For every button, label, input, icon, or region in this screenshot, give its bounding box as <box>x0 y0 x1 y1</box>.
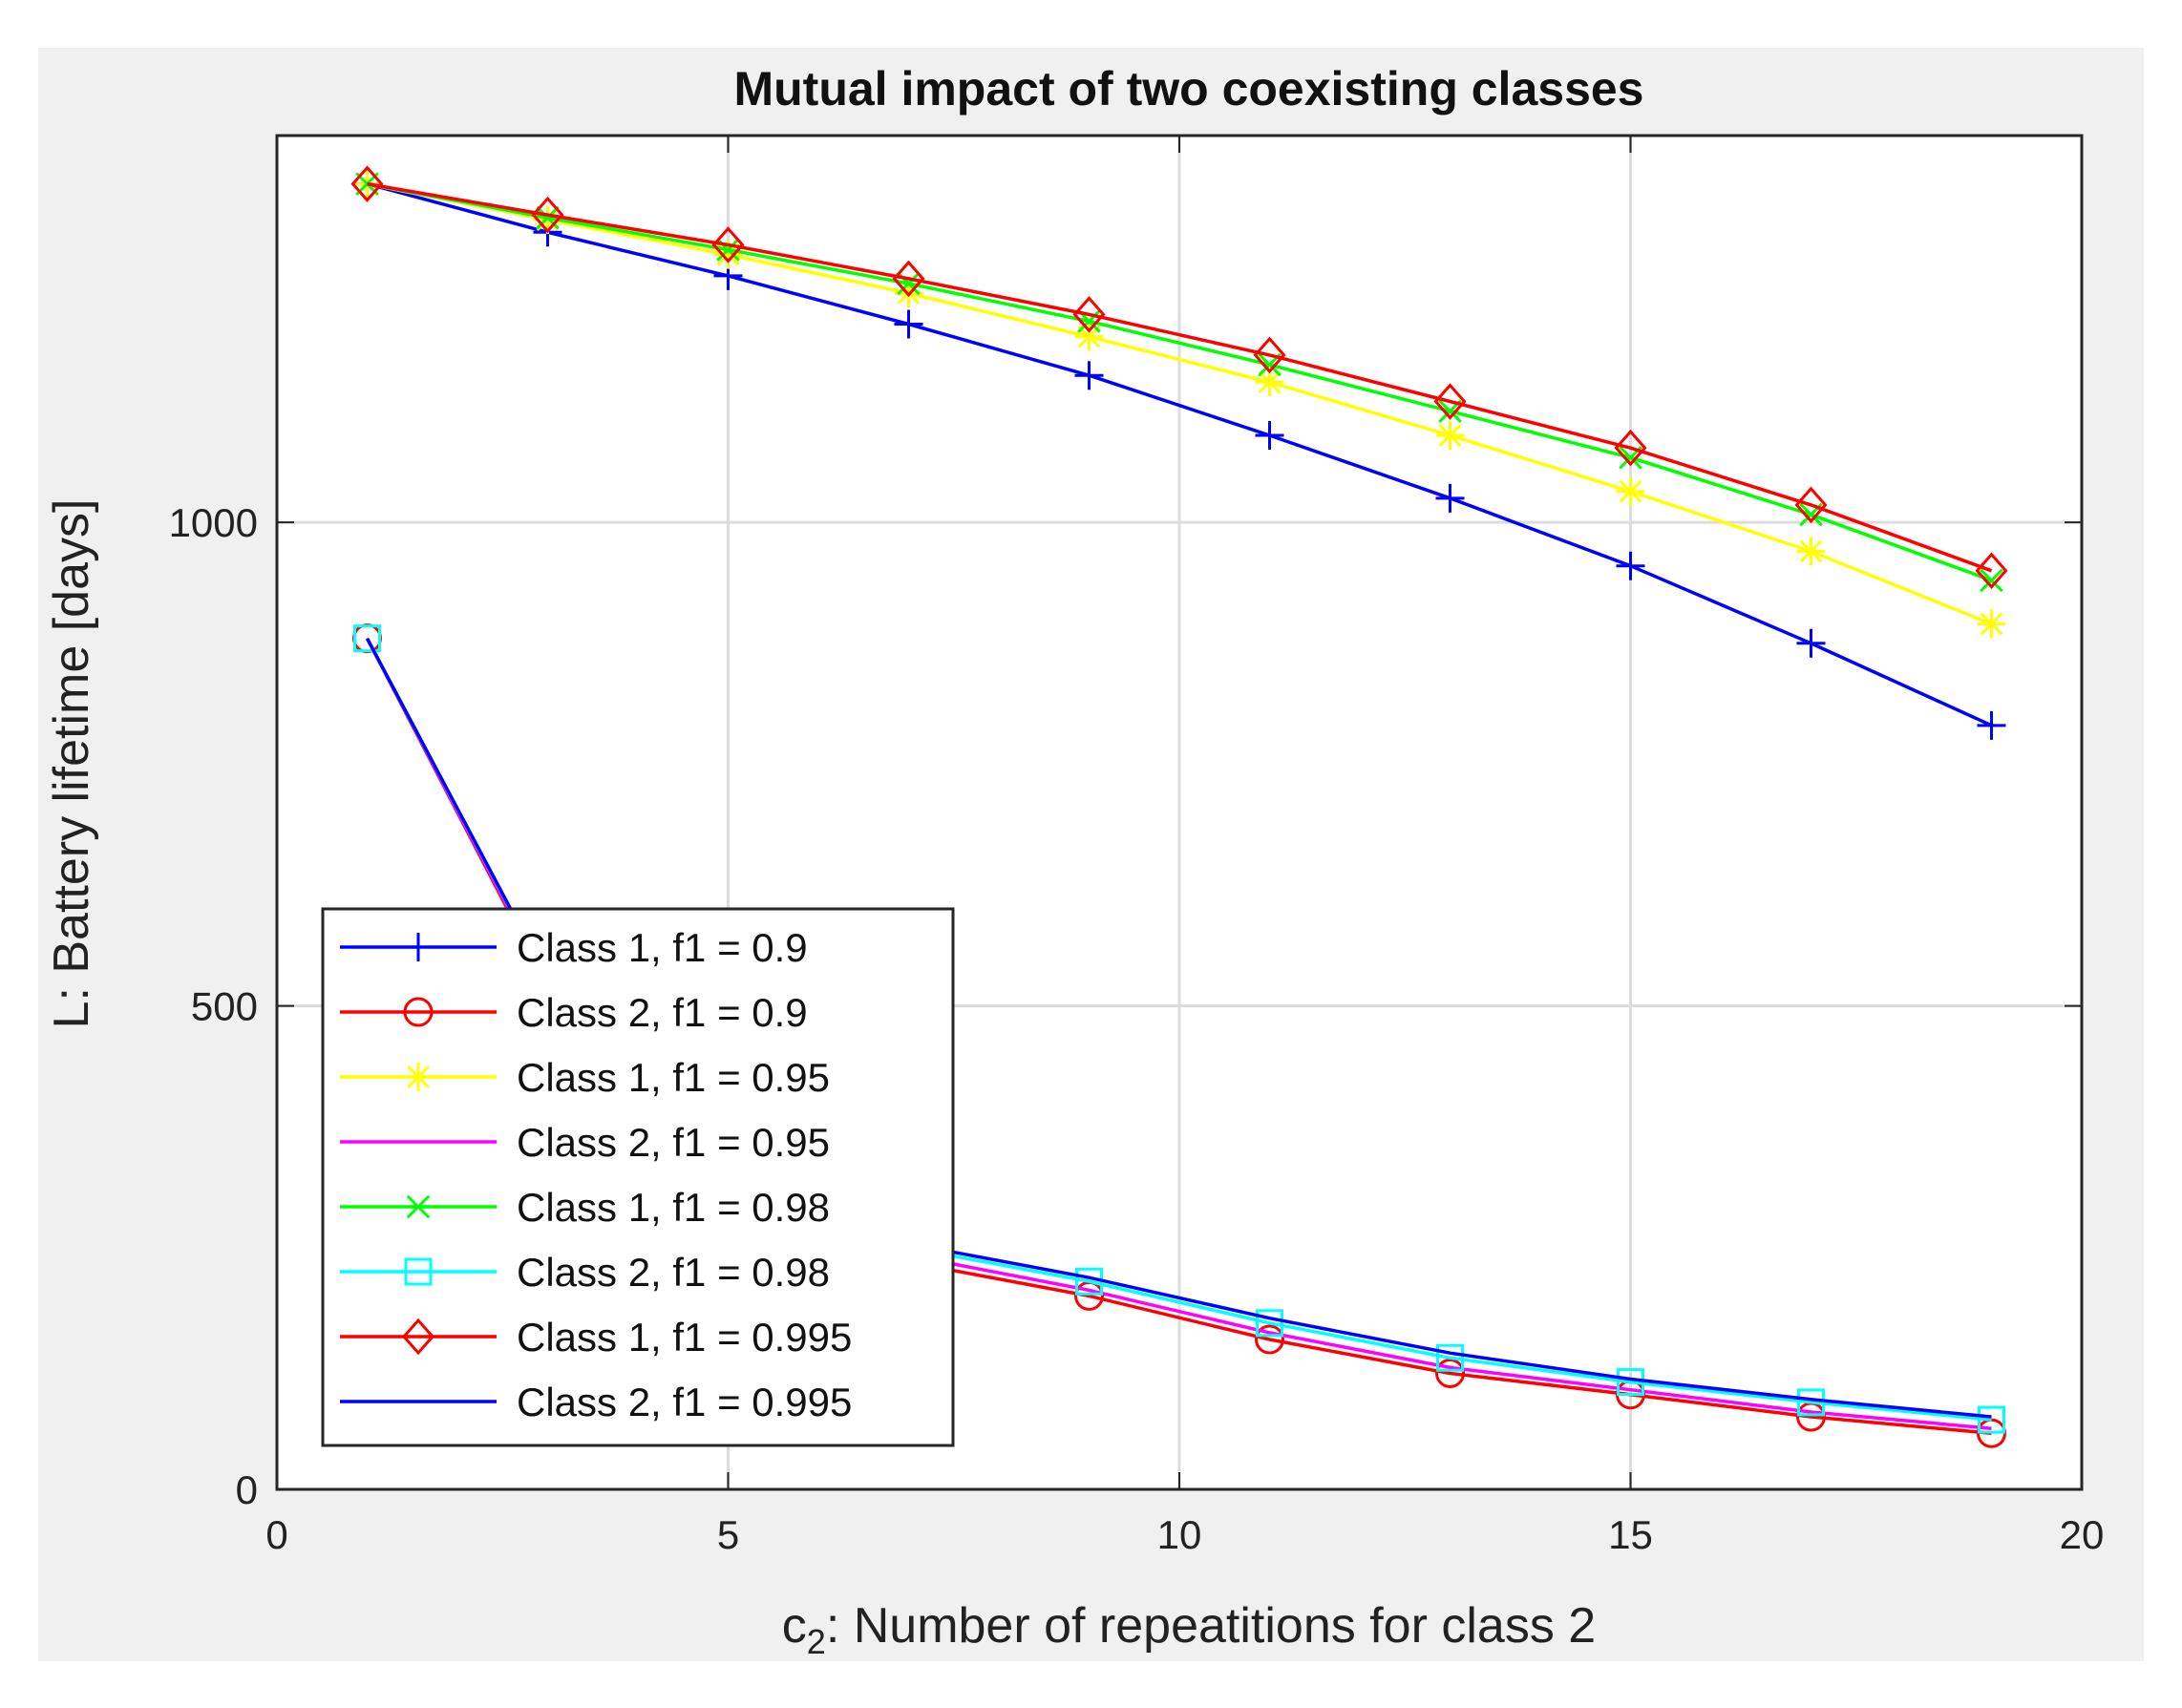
data-point <box>1436 1343 1464 1372</box>
legend-item: Class 1, f1 = 0.9 <box>340 925 808 970</box>
data-point <box>1255 420 1284 450</box>
data-point <box>1797 1388 1825 1417</box>
axes-frame <box>275 134 2084 1491</box>
data-point <box>350 165 384 202</box>
data-point <box>1796 537 1826 566</box>
data-point <box>531 196 564 234</box>
legend-item: Class 2, f1 = 0.995 <box>340 1380 852 1424</box>
legend-item: Class 1, f1 = 0.995 <box>340 1315 852 1360</box>
series-line <box>367 181 1993 727</box>
data-point <box>1794 486 1828 524</box>
data-point <box>353 624 381 653</box>
legend-item: Class 2, f1 = 0.98 <box>340 1250 830 1295</box>
legend-label: Class 1, f1 = 0.995 <box>517 1315 852 1360</box>
legend-box <box>321 907 955 1447</box>
x-axis-label: c2: Number of repeatitions for class 2 <box>782 1598 1596 1661</box>
legend-label: Class 2, f1 = 0.98 <box>517 1250 830 1295</box>
y-tick-label: 1000 <box>169 500 258 545</box>
x-tick-label: 0 <box>265 1512 287 1557</box>
data-point <box>1977 609 2006 639</box>
legend-label: Class 1, f1 = 0.95 <box>517 1055 830 1100</box>
legend-marker <box>401 1318 435 1356</box>
data-point <box>1978 1405 2005 1434</box>
plot-area: 0 5 10 15 20 0 500 1000 Class 1, f1 = 0.9 Class 2… <box>169 134 2105 1557</box>
series-line <box>367 181 1993 573</box>
chart-title: Mutual impact of two coexisting classes <box>733 62 1643 116</box>
legend-marker <box>404 933 433 961</box>
data-point <box>892 260 925 298</box>
data-point <box>711 226 745 264</box>
series-line <box>367 181 1993 626</box>
x-tick-label: 10 <box>1157 1512 1202 1557</box>
data-point <box>1072 296 1106 333</box>
x-tick-label: 5 <box>717 1512 739 1557</box>
legend-marker <box>406 1194 431 1219</box>
y-tick-label: 0 <box>236 1467 258 1512</box>
data-point <box>713 240 743 269</box>
data-point <box>1253 336 1286 374</box>
data-point <box>1616 476 1645 506</box>
y-axis-label: L: Battery lifetime [days] <box>44 499 99 1029</box>
series-line <box>367 181 1993 582</box>
data-point <box>1255 368 1284 397</box>
data-point <box>1975 552 2008 590</box>
legend-label: Class 2, f1 = 0.95 <box>517 1120 830 1165</box>
data-point <box>1980 568 2003 593</box>
x-tick-label: 20 <box>2060 1512 2105 1557</box>
data-point <box>894 309 923 339</box>
x-tick-label: 15 <box>1608 1512 1653 1557</box>
legend-item: Class 2, f1 = 0.95 <box>340 1120 830 1165</box>
legend-marker <box>404 1257 433 1286</box>
data-point <box>1074 361 1104 390</box>
data-point <box>1616 551 1645 580</box>
y-tick-label: 500 <box>191 984 258 1029</box>
data-point <box>1256 1309 1283 1338</box>
legend-item: Class 2, f1 = 0.9 <box>340 990 808 1035</box>
data-point <box>1796 628 1826 658</box>
data-point <box>1435 483 1465 513</box>
legend-marker <box>404 1063 433 1091</box>
data-point <box>1435 1358 1465 1388</box>
legend-item: Class 1, f1 = 0.95 <box>340 1055 830 1100</box>
data-point <box>1614 429 1647 467</box>
data-point <box>1977 710 2006 740</box>
legend-marker <box>403 997 434 1027</box>
legend-label: Class 2, f1 = 0.9 <box>517 990 808 1035</box>
data-point <box>1255 1324 1284 1355</box>
data-point <box>1074 322 1104 351</box>
legend-item: Class 1, f1 = 0.98 <box>340 1185 830 1230</box>
legend-label: Class 2, f1 = 0.995 <box>517 1380 852 1424</box>
legend-label: Class 1, f1 = 0.98 <box>517 1185 830 1230</box>
data-point <box>1433 383 1467 420</box>
data-point <box>1435 420 1465 450</box>
series-1 <box>352 169 2006 740</box>
legend-label: Class 1, f1 = 0.9 <box>517 925 808 970</box>
legend: Class 1, f1 = 0.9 Class 2, f1 = 0.9 Class … <box>321 907 955 1447</box>
series-7 <box>350 165 2008 590</box>
